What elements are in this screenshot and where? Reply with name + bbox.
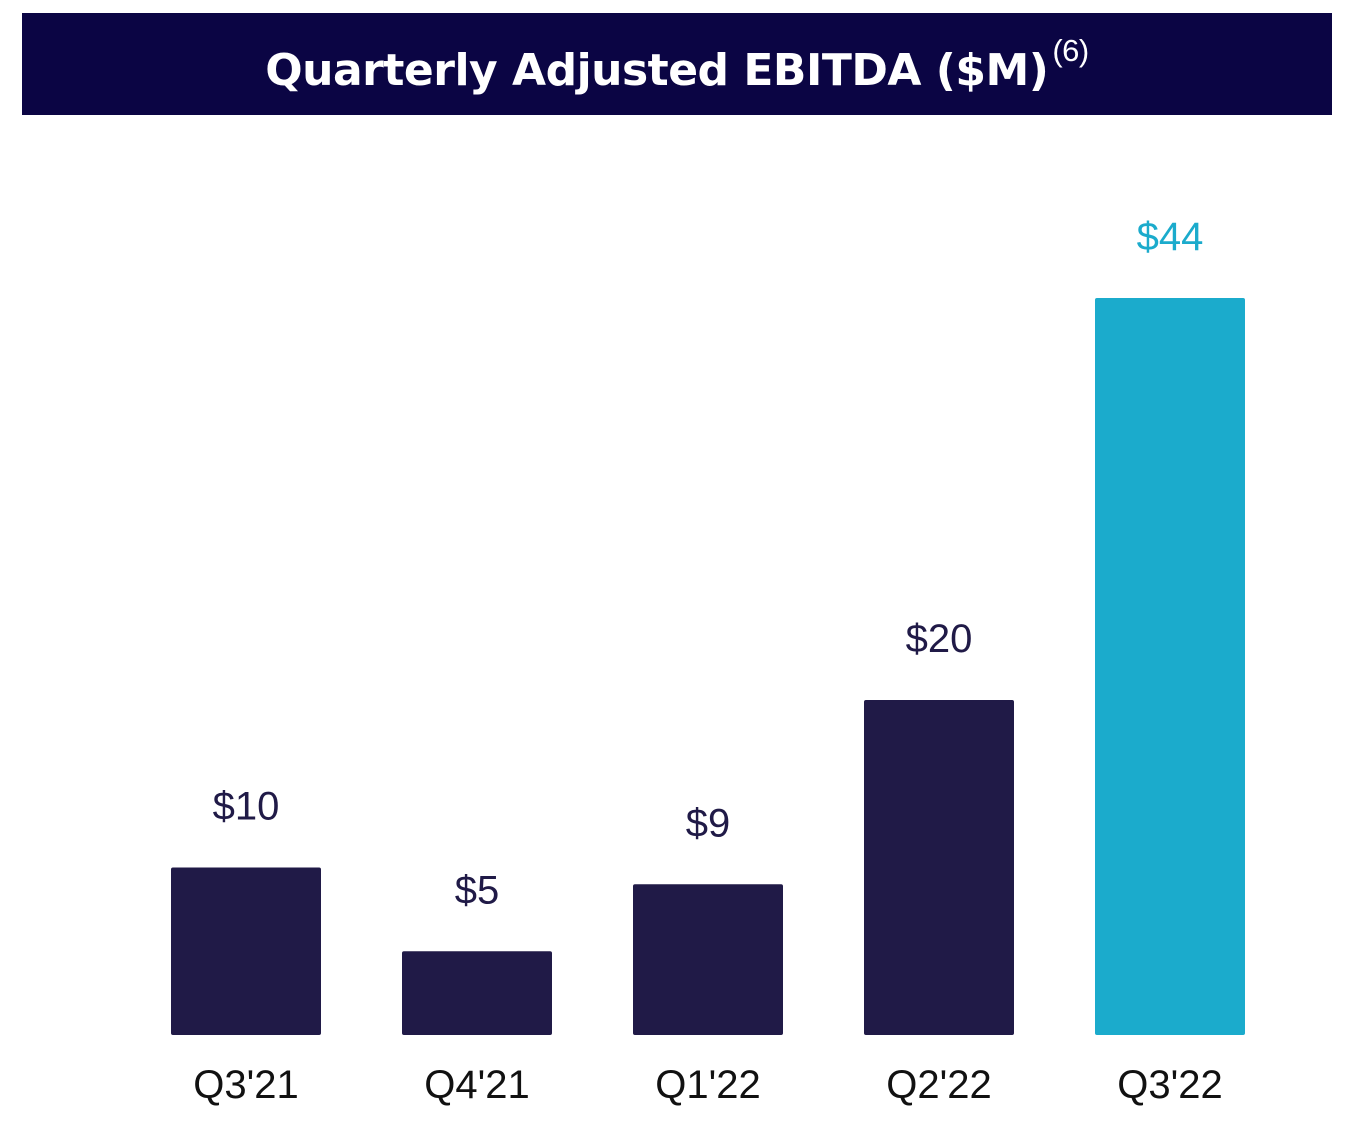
bar-2 — [633, 884, 783, 1035]
bar-value-label-4: $44 — [1137, 215, 1204, 259]
category-label-4: Q3'22 — [1117, 1063, 1223, 1107]
title-banner: Quarterly Adjusted EBITDA ($M) (6) — [22, 13, 1332, 115]
category-label-0: Q3'21 — [193, 1063, 299, 1107]
chart-title-text: Quarterly Adjusted EBITDA ($M) — [265, 44, 1049, 96]
chart-title: Quarterly Adjusted EBITDA ($M) (6) — [265, 33, 1089, 96]
category-label-3: Q2'22 — [886, 1063, 992, 1107]
category-label-1: Q4'21 — [424, 1063, 530, 1107]
bar-3 — [864, 700, 1014, 1035]
bar-0 — [171, 867, 321, 1035]
bar-value-label-1: $5 — [455, 868, 500, 912]
bar-4 — [1095, 298, 1245, 1035]
category-label-2: Q1'22 — [655, 1063, 761, 1107]
bar-value-label-0: $10 — [213, 785, 280, 829]
bar-1 — [402, 951, 552, 1035]
bar-value-label-2: $9 — [686, 801, 731, 845]
title-footnote: (6) — [1052, 32, 1089, 68]
bar-value-label-3: $20 — [906, 617, 973, 661]
